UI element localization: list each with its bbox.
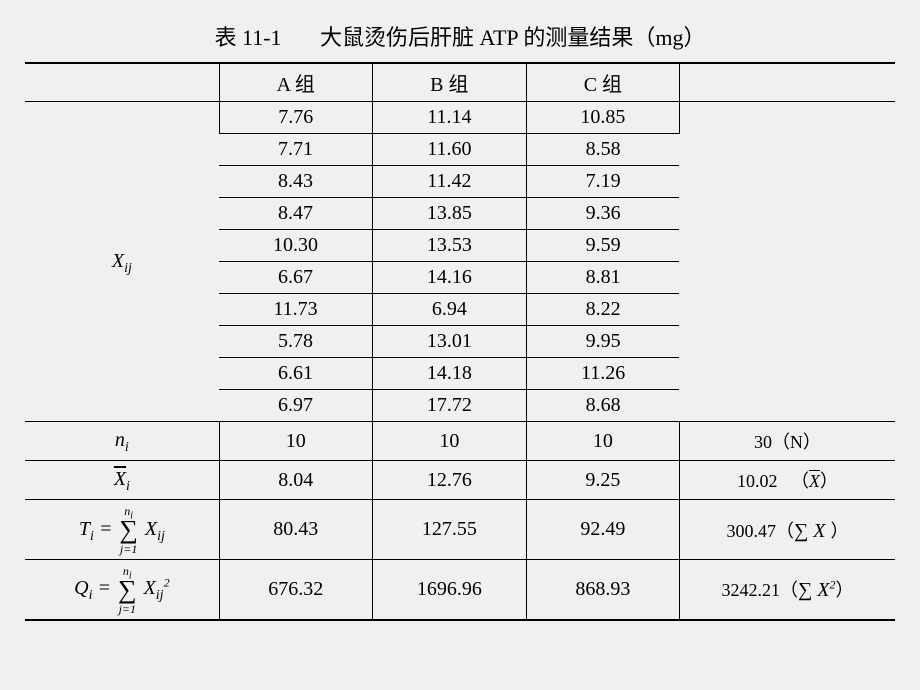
cell-b-1: 11.60 — [372, 134, 526, 166]
mean-b: 12.76 — [372, 461, 526, 500]
cell-c-6: 8.22 — [526, 294, 679, 326]
Q-a: 676.32 — [219, 560, 372, 620]
cell-b-3: 13.85 — [372, 198, 526, 230]
mean-a: 8.04 — [219, 461, 372, 500]
cell-c-8: 11.26 — [526, 358, 679, 390]
T-total: 300.47（∑ X ） — [679, 500, 895, 560]
cell-c-5: 8.81 — [526, 262, 679, 294]
title-right: 大鼠烫伤后肝脏 ATP 的测量结果（mg） — [320, 25, 705, 50]
title-left: 表 11-1 — [215, 25, 282, 50]
cell-a-3: 8.47 — [219, 198, 372, 230]
n-total: 30（N） — [679, 422, 895, 461]
Q-total-val: 3242.21 — [721, 580, 780, 600]
cell-c-4: 9.59 — [526, 230, 679, 262]
cell-a-8: 6.61 — [219, 358, 372, 390]
cell-b-7: 13.01 — [372, 326, 526, 358]
cell-b-4: 13.53 — [372, 230, 526, 262]
Q-c: 868.93 — [526, 560, 679, 620]
cell-a-6: 11.73 — [219, 294, 372, 326]
row-label-xij: Xij — [25, 102, 219, 422]
header-a: A 组 — [219, 63, 372, 102]
cell-a-0: 7.76 — [219, 102, 372, 134]
Q-total: 3242.21（∑ X2） — [679, 560, 895, 620]
row-label-mean: Xi — [25, 461, 219, 500]
cell-a-2: 8.43 — [219, 166, 372, 198]
cell-c-0: 10.85 — [526, 102, 679, 134]
cell-a-4: 10.30 — [219, 230, 372, 262]
table-title: 表 11-1 大鼠烫伤后肝脏 ATP 的测量结果（mg） — [25, 20, 895, 52]
T-c: 92.49 — [526, 500, 679, 560]
cell-b-2: 11.42 — [372, 166, 526, 198]
n-c: 10 — [526, 422, 679, 461]
cell-c-7: 9.95 — [526, 326, 679, 358]
cell-a-1: 7.71 — [219, 134, 372, 166]
cell-c-1: 8.58 — [526, 134, 679, 166]
cell-a-9: 6.97 — [219, 390, 372, 422]
cell-a-7: 5.78 — [219, 326, 372, 358]
mean-total-val: 10.02 — [737, 471, 778, 491]
data-table: A 组 B 组 C 组 Xij 7.76 11.14 10.85 7.7111.… — [25, 62, 895, 621]
header-blank2 — [679, 63, 895, 102]
row-label-Q: Qi = ni∑j=1 Xij2 — [25, 560, 219, 620]
cell-b-9: 17.72 — [372, 390, 526, 422]
mean-c: 9.25 — [526, 461, 679, 500]
T-a: 80.43 — [219, 500, 372, 560]
cell-b-5: 14.16 — [372, 262, 526, 294]
T-total-val: 300.47 — [726, 521, 776, 541]
cell-c-2: 7.19 — [526, 166, 679, 198]
header-c: C 组 — [526, 63, 679, 102]
cell-c-3: 9.36 — [526, 198, 679, 230]
T-b: 127.55 — [372, 500, 526, 560]
cell-b-8: 14.18 — [372, 358, 526, 390]
header-b: B 组 — [372, 63, 526, 102]
Q-b: 1696.96 — [372, 560, 526, 620]
cell-b-6: 6.94 — [372, 294, 526, 326]
n-b: 10 — [372, 422, 526, 461]
row-label-T: Ti = ni∑j=1 Xij — [25, 500, 219, 560]
row-label-n: ni — [25, 422, 219, 461]
cell-a-5: 6.67 — [219, 262, 372, 294]
header-blank — [25, 63, 219, 102]
mean-total: 10.02 （X） — [679, 461, 895, 500]
cell-b-0: 11.14 — [372, 102, 526, 134]
cell-c-9: 8.68 — [526, 390, 679, 422]
n-a: 10 — [219, 422, 372, 461]
data-blank — [679, 102, 895, 422]
